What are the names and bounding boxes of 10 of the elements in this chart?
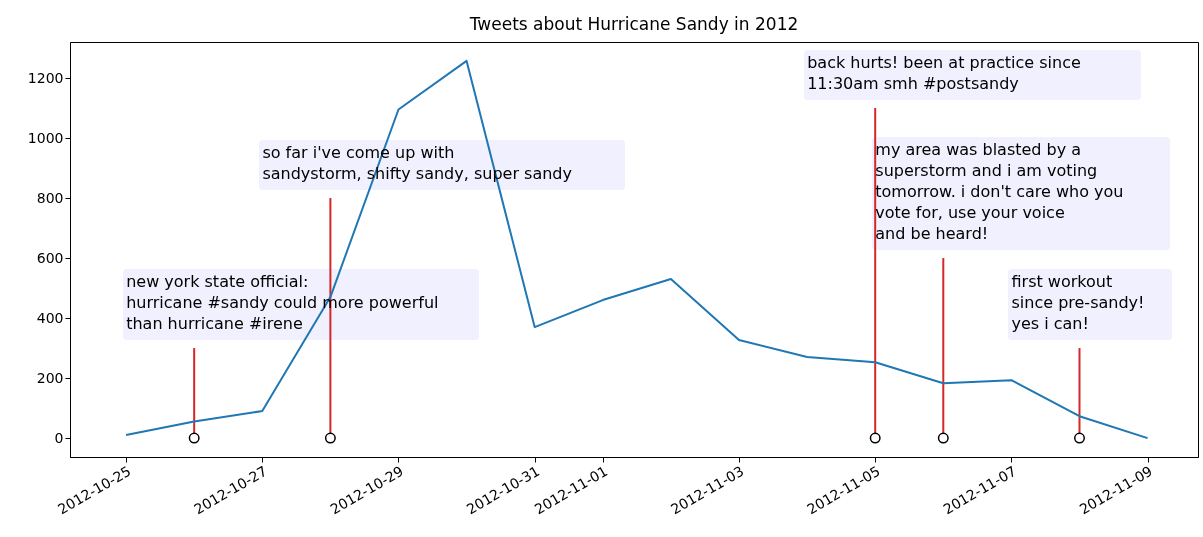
chart-title: Tweets about Hurricane Sandy in 2012	[468, 14, 799, 34]
y-tick-label: 1200	[27, 69, 64, 86]
annotation: back hurts! been at practice since 11:30am smh #postsandy	[807, 53, 1081, 94]
y-tick-label: 0	[54, 429, 64, 446]
y-tick-label: 400	[36, 309, 64, 326]
y-tick-label: 200	[36, 369, 64, 386]
annotation: first workout since pre-sandy! yes i can!	[1011, 272, 1145, 334]
y-tick-label: 1000	[27, 129, 64, 146]
y-tick-label: 600	[36, 249, 64, 266]
y-tick-label: 800	[36, 189, 64, 206]
